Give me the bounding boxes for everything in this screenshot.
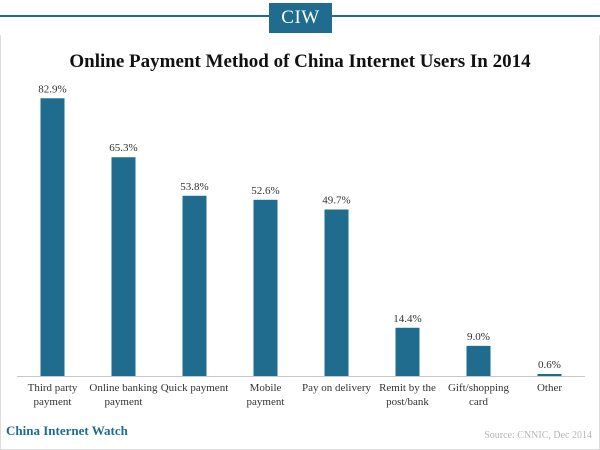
x-tick-label-1-line-2: payment [34, 396, 72, 408]
x-tick-label-5: Pay on delivery [302, 382, 372, 394]
data-label-4: 52.6% [251, 185, 279, 197]
x-tick-label-6-line-1: Remit by the [379, 382, 436, 394]
bar-4 [253, 199, 278, 376]
data-label-1: 82.9% [38, 83, 66, 95]
data-label-2: 65.3% [109, 142, 137, 154]
chart-title: Online Payment Method of China Internet … [69, 51, 531, 72]
data-label-3: 53.8% [180, 181, 208, 193]
ciw-logo: CIW [269, 3, 332, 33]
data-label-6: 14.4% [393, 313, 421, 325]
data-label-8: 0.6% [538, 359, 561, 371]
source-note: Source: CNNIC, Dec 2014 [484, 430, 592, 441]
bar-3 [182, 195, 207, 376]
bar-8 [537, 373, 562, 376]
x-tick-label-8: Other [537, 382, 562, 394]
x-tick-label-7-line-1: Gift/shopping [448, 382, 510, 394]
x-tick-label-2-line-2: payment [105, 396, 143, 408]
x-tick-label-4-line-1: Mobile [250, 382, 282, 394]
bar-7 [466, 345, 491, 376]
bar-5 [324, 209, 349, 376]
footer-brand: China Internet Watch [6, 423, 128, 438]
x-tick-label-3: Quick payment [161, 382, 229, 394]
data-label-5: 49.7% [322, 195, 350, 207]
bar-1 [40, 98, 65, 376]
data-label-7: 9.0% [467, 331, 490, 343]
x-tick-label-1-line-1: Third party [28, 382, 78, 394]
x-tick-label-7-line-2: card [469, 396, 488, 408]
bar-6 [395, 327, 420, 376]
x-tick-label-6-line-2: post/bank [386, 396, 429, 408]
x-tick-label-4-line-2: payment [247, 396, 285, 408]
x-tick-label-2-line-1: Online banking [89, 382, 158, 394]
header-band: CIW [0, 0, 600, 35]
bar-2 [111, 157, 136, 376]
